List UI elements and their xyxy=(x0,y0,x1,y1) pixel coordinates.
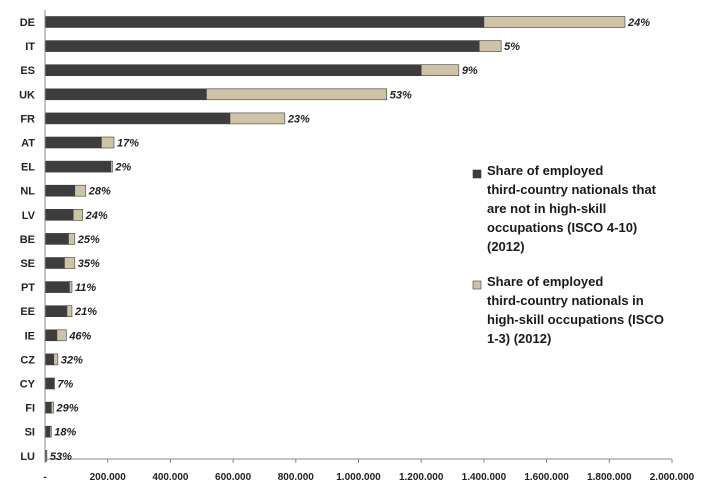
x-tick-label: 1.400.000 xyxy=(462,472,507,483)
data-label-pt: 11% xyxy=(75,282,96,294)
category-label-es: ES xyxy=(20,65,35,77)
data-label-lu: 53% xyxy=(50,451,72,463)
category-label-ee: EE xyxy=(20,306,35,318)
bar-pt-series-2 xyxy=(69,282,72,293)
bar-de-series-1 xyxy=(45,17,484,28)
bar-be-series-2 xyxy=(69,233,75,244)
x-tick-label: - xyxy=(43,472,46,483)
category-label-nl: NL xyxy=(20,186,35,198)
bar-se-series-1 xyxy=(45,258,64,269)
legend-label-2: Share of employed third-country nationals… xyxy=(487,274,664,346)
bar-ie-series-2 xyxy=(57,330,66,341)
bar-ie-series-1 xyxy=(45,330,57,341)
data-label-cy: 7% xyxy=(57,379,73,391)
x-tick-label: 600.000 xyxy=(215,472,252,483)
category-label-lv: LV xyxy=(22,210,36,222)
category-label-de: DE xyxy=(20,17,35,29)
category-label-el: EL xyxy=(21,162,35,174)
legend: Share of employed third-country nationals… xyxy=(473,163,664,346)
bar-uk-series-2 xyxy=(206,89,386,100)
bar-be-series-1 xyxy=(45,233,69,244)
labels-layer: DE 24% IT 5% ES 9% UK 53% FR 23% AT 17% EL 2% NL 28% LV 2… xyxy=(19,17,650,463)
bar-cz-series-2 xyxy=(54,354,58,365)
legend-label-1: Share of employed third-country nationals… xyxy=(487,163,657,254)
bar-uk-series-1 xyxy=(45,89,206,100)
category-label-si: SI xyxy=(25,427,35,439)
bar-nl-series-2 xyxy=(75,185,86,196)
category-label-pt: PT xyxy=(21,282,35,294)
data-label-es: 9% xyxy=(462,65,478,77)
bar-nl-series-1 xyxy=(45,185,75,196)
category-label-cz: CZ xyxy=(20,354,35,366)
bars-layer xyxy=(45,17,625,462)
x-tick-label: 800.000 xyxy=(278,472,315,483)
bar-lv-series-2 xyxy=(73,209,82,220)
data-label-at: 17% xyxy=(117,138,139,150)
x-tick-label: 200.000 xyxy=(90,472,127,483)
category-label-uk: UK xyxy=(19,89,35,101)
data-label-lv: 24% xyxy=(85,210,108,222)
x-tick-label: 1.000.000 xyxy=(336,472,381,483)
data-label-cz: 32% xyxy=(61,354,83,366)
category-label-lu: LU xyxy=(20,451,35,463)
data-label-nl: 28% xyxy=(88,186,111,198)
bar-si-series-1 xyxy=(45,426,50,437)
x-tick-label: 1.600.000 xyxy=(524,472,569,483)
bar-el-series-2 xyxy=(111,161,113,172)
bar-se-series-2 xyxy=(64,258,74,269)
bar-cy-series-1 xyxy=(45,378,54,389)
data-label-ee: 21% xyxy=(74,306,97,318)
category-label-it: IT xyxy=(25,41,35,53)
bar-es-series-2 xyxy=(421,65,459,76)
data-label-si: 18% xyxy=(54,427,76,439)
bar-fi-series-1 xyxy=(45,402,51,413)
bar-ee-series-1 xyxy=(45,306,67,317)
bar-it-series-1 xyxy=(45,41,479,52)
data-label-se: 35% xyxy=(78,258,100,270)
bar-at-series-2 xyxy=(101,137,114,148)
x-tick-label: 1.800.000 xyxy=(587,472,632,483)
bar-cz-series-1 xyxy=(45,354,54,365)
category-label-fr: FR xyxy=(20,113,35,125)
data-label-it: 5% xyxy=(504,41,520,53)
bar-lv-series-1 xyxy=(45,209,73,220)
x-tick-label: 400.000 xyxy=(152,472,189,483)
legend-swatch-1 xyxy=(473,170,481,178)
bar-es-series-1 xyxy=(45,65,421,76)
legend-swatch-2 xyxy=(473,281,481,289)
data-label-ie: 46% xyxy=(68,330,91,342)
x-axis: - 200.000 400.000 600.000 800.000 1.000.000 1.… xyxy=(43,10,694,483)
data-label-fi: 29% xyxy=(55,403,78,415)
x-tick-label: 2.000.000 xyxy=(650,472,695,483)
category-label-se: SE xyxy=(20,258,35,270)
bar-it-series-2 xyxy=(479,41,501,52)
x-tick-label: 1.200.000 xyxy=(399,472,444,483)
category-label-at: AT xyxy=(21,138,35,150)
bar-at-series-1 xyxy=(45,137,101,148)
data-label-el: 2% xyxy=(114,162,131,174)
data-label-be: 25% xyxy=(77,234,100,246)
bar-si-series-2 xyxy=(50,426,51,437)
bar-fr-series-2 xyxy=(230,113,285,124)
data-label-uk: 53% xyxy=(390,89,412,101)
bar-pt-series-1 xyxy=(45,282,69,293)
data-label-fr: 23% xyxy=(287,113,310,125)
bar-el-series-1 xyxy=(45,161,111,172)
bar-cy-series-2 xyxy=(54,378,55,389)
category-label-fi: FI xyxy=(25,403,35,415)
category-label-ie: IE xyxy=(25,330,35,342)
data-label-de: 24% xyxy=(627,17,650,29)
bar-fr-series-1 xyxy=(45,113,230,124)
bar-de-series-2 xyxy=(484,17,625,28)
bar-fi-series-2 xyxy=(51,402,53,413)
category-label-cy: CY xyxy=(20,379,36,391)
bar-lu-series-2 xyxy=(46,450,47,461)
category-label-be: BE xyxy=(20,234,35,246)
bar-ee-series-2 xyxy=(67,306,72,317)
